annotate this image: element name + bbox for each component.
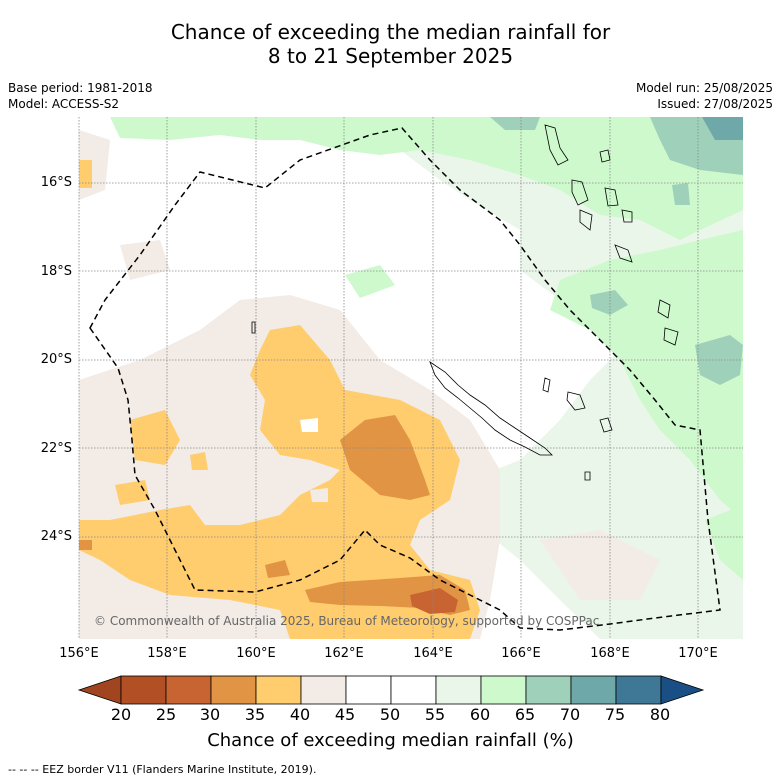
- colorbar-tick: 45: [334, 705, 356, 724]
- colorbar-tick: 60: [469, 705, 491, 724]
- map-field: [79, 117, 743, 639]
- colorbar-tick: 20: [110, 705, 132, 724]
- lat-label-18s: 18°S: [40, 264, 72, 279]
- lon-label-162e: 162°E: [324, 646, 364, 661]
- colorbar-bin: [120, 675, 167, 705]
- colorbar-tick: 30: [199, 705, 221, 724]
- colorbar-bin: [525, 675, 572, 705]
- colorbar-tick: 55: [424, 705, 446, 724]
- colorbar-bin: [390, 675, 437, 705]
- lon-label-166e: 166°E: [501, 646, 541, 661]
- map-title-line2: 8 to 21 September 2025: [267, 44, 514, 68]
- eez-border: [89, 127, 721, 631]
- colorbar-tick: 80: [649, 705, 671, 724]
- colorbar-bin: [300, 675, 347, 705]
- hole-1: [300, 418, 318, 432]
- region-65-70-mid: [590, 290, 628, 315]
- region-35-40-main: [79, 325, 480, 639]
- loyalty-islands: [542, 377, 613, 433]
- colorbar-tick: 65: [514, 705, 536, 724]
- colorbar-bin: [345, 675, 392, 705]
- colorbar-extend-low: [77, 675, 122, 705]
- region-60-65-mid: [345, 265, 395, 298]
- colorbar-bin: [570, 675, 617, 705]
- small-island: [251, 321, 256, 334]
- region-25-30-south: [410, 588, 458, 614]
- colorbar-bin: [480, 675, 527, 705]
- colorbar-label: Chance of exceeding median rainfall (%): [207, 730, 574, 751]
- lat-label-22s: 22°S: [40, 441, 72, 456]
- region-55-60-east: [330, 117, 743, 639]
- lon-label-168e: 168°E: [590, 646, 630, 661]
- new-caledonia-coast: [429, 360, 553, 456]
- lat-label-16s: 16°S: [40, 175, 72, 190]
- issued-text: Issued: 27/08/2025: [657, 97, 773, 111]
- colorbar-tick: 75: [604, 705, 626, 724]
- lon-label-156e: 156°E: [59, 646, 99, 661]
- lon-label-158e: 158°E: [147, 646, 187, 661]
- colorbar-extend-high: [660, 675, 705, 705]
- region-35-40-small: [190, 452, 208, 470]
- region-35-40-nw: [79, 160, 92, 188]
- colorbar: [77, 675, 705, 705]
- region-30-35-sw: [265, 560, 290, 578]
- lat-label-24s: 24°S: [40, 529, 72, 544]
- region-60-65-south: [705, 505, 743, 580]
- colorbar-tick: 35: [244, 705, 266, 724]
- colorbar-bin: [615, 675, 662, 705]
- region-30-35-center: [340, 415, 430, 500]
- copyright-text: © Commonwealth of Australia 2025, Bureau…: [94, 614, 600, 628]
- model-run-text: Model run: 25/08/2025: [635, 81, 773, 95]
- region-65-70-top: [490, 117, 540, 130]
- region-40-45-se: [540, 530, 660, 600]
- model-text: Model: ACCESS-S2: [8, 97, 120, 111]
- base-period-text: Base period: 1981-2018: [8, 81, 153, 95]
- lon-label-170e: 170°E: [678, 646, 718, 661]
- colorbar-tick: 25: [155, 705, 177, 724]
- lat-label-20s: 20°S: [40, 352, 72, 367]
- colorbar-bin: [210, 675, 257, 705]
- colorbar-tick: 40: [289, 705, 311, 724]
- lon-label-160e: 160°E: [236, 646, 276, 661]
- colorbar-tick: 50: [379, 705, 401, 724]
- hole-2: [310, 488, 328, 502]
- colorbar-tick: 70: [559, 705, 581, 724]
- region-40-45-wmid: [120, 240, 170, 280]
- colorbar-bin: [165, 675, 212, 705]
- region-30-35-w: [79, 540, 92, 550]
- region-70-75-ne: [702, 117, 743, 140]
- vanuatu-islands: [544, 124, 679, 346]
- coastlines: [251, 124, 679, 481]
- region-35-40-west: [130, 410, 180, 465]
- graticule: [78, 117, 743, 639]
- region-65-70-small: [672, 183, 690, 205]
- map-title-line1: Chance of exceeding the median rainfall …: [170, 20, 611, 44]
- colorbar-bin: [255, 675, 302, 705]
- small-island-2: [584, 471, 591, 481]
- footer-eez-note: -- -- -- EEZ border V11 (Flanders Marine…: [8, 763, 317, 776]
- lon-label-164e: 164°E: [413, 646, 453, 661]
- region-60-65-north: [110, 117, 743, 240]
- colorbar-bin: [435, 675, 482, 705]
